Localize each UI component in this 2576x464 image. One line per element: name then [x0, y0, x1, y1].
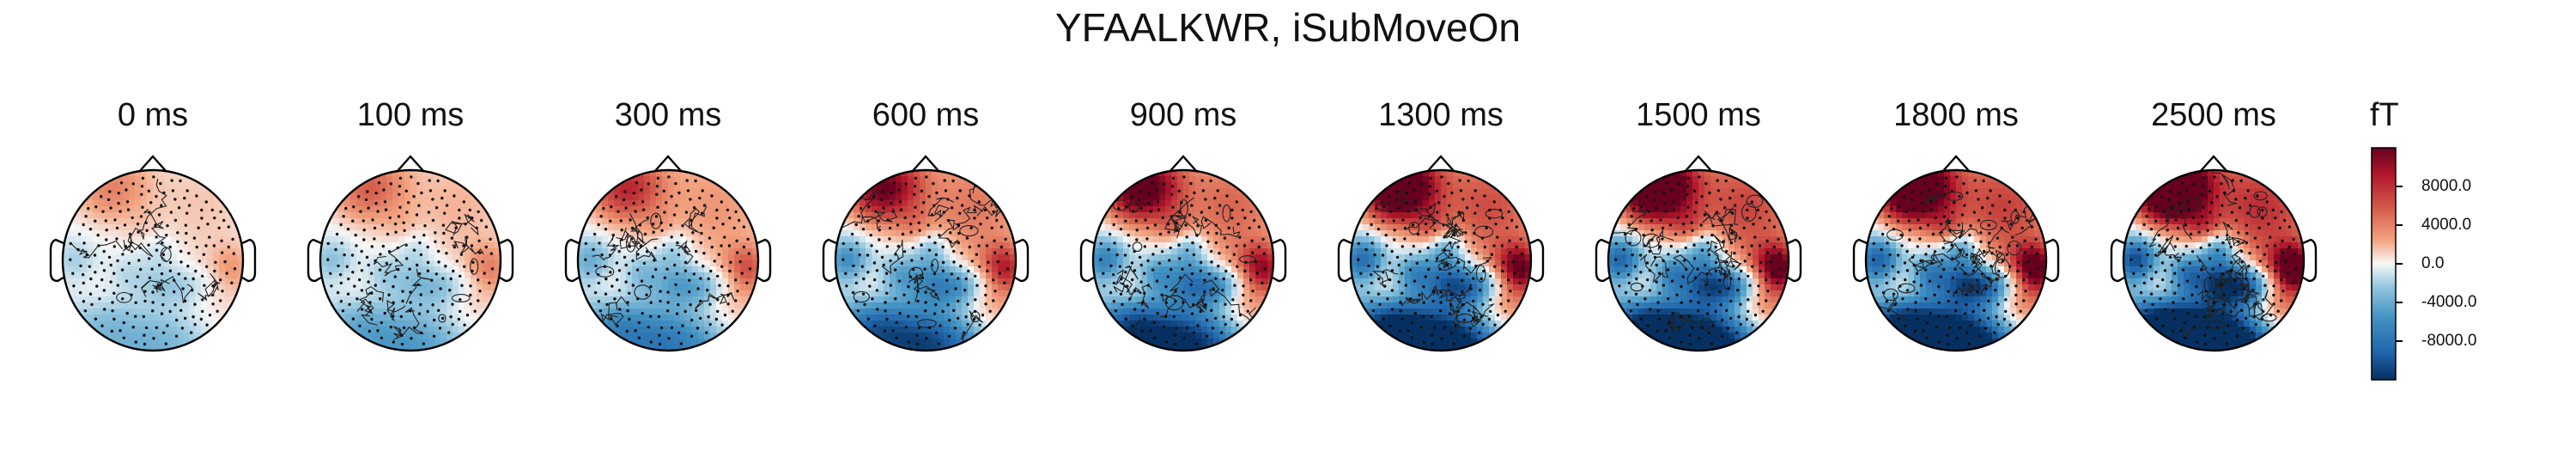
topomap-panel: 1800 ms	[1836, 93, 2076, 368]
nose-icon	[2199, 155, 2228, 173]
left-ear-icon	[564, 238, 580, 283]
topomap-time-label: 100 ms	[356, 97, 465, 133]
sensor-dots	[1872, 175, 2040, 346]
topomap-panel: 1300 ms	[1321, 93, 1561, 368]
right-ear-icon	[2302, 238, 2318, 283]
left-ear-icon	[1337, 238, 1352, 283]
left-ear-icon	[2110, 238, 2125, 283]
topomap-time-label: 2500 ms	[2151, 97, 2276, 133]
sensor-dots	[2129, 175, 2298, 346]
head-outline	[1864, 168, 2048, 352]
head-outline	[2122, 168, 2306, 352]
right-ear-icon	[499, 238, 514, 283]
head-outline	[1607, 168, 1790, 352]
topomap-time-label: 0 ms	[117, 97, 189, 133]
colorbar-tick-label: -4000.0	[2421, 293, 2477, 311]
colorbar-tick-mark	[2396, 340, 2403, 342]
topomap-panel: 900 ms	[1063, 93, 1303, 368]
colorbar-tick-mark	[2396, 263, 2403, 265]
head-outline	[1349, 168, 1533, 352]
colorbar-tick-label: -8000.0	[2421, 332, 2477, 350]
sensor-dots	[1357, 175, 1525, 346]
sensor-dots	[841, 175, 1010, 346]
topomap-head	[1595, 155, 1802, 352]
right-ear-icon	[2044, 238, 2060, 283]
topomap-head	[49, 155, 257, 352]
topomap-panel: 0 ms	[33, 93, 273, 368]
nose-icon	[1426, 155, 1455, 173]
nose-icon	[396, 155, 425, 173]
left-ear-icon	[1595, 238, 1610, 283]
nose-icon	[138, 155, 167, 173]
topomap-contours	[1372, 189, 1504, 328]
head-outline	[319, 168, 502, 352]
topomap-panel: 600 ms	[805, 93, 1046, 368]
nose-icon	[911, 155, 940, 173]
topomap-contours	[592, 206, 735, 326]
chart-title: YFAALKWR, iSubMoveOn	[1055, 5, 1521, 50]
topomap-contours	[1608, 194, 1764, 333]
right-ear-icon	[1787, 238, 1802, 283]
sensor-dots	[69, 175, 237, 346]
topomap-panel: 300 ms	[548, 93, 788, 368]
topomap-time-label: 600 ms	[872, 97, 980, 133]
sensor-dots	[1614, 175, 1783, 346]
colorbar-tick-mark	[2396, 186, 2403, 187]
topomap-head	[564, 155, 772, 352]
right-ear-icon	[1014, 238, 1030, 283]
head-outline	[576, 168, 760, 352]
colorbar: fT 8000.0 4000.0 0.0 -4000.0 -8000.0	[2353, 93, 2490, 385]
nose-icon	[653, 155, 683, 173]
topomap-contours	[2148, 170, 2277, 339]
topomap-panel: 100 ms	[290, 93, 531, 368]
topomap-head	[822, 155, 1030, 352]
colorbar-tick-label: 4000.0	[2421, 216, 2472, 234]
sensor-dots	[584, 175, 752, 346]
topomap-time-label: 300 ms	[614, 97, 722, 133]
topomap-time-label: 1300 ms	[1378, 97, 1504, 133]
head-outline	[1091, 168, 1275, 352]
topomap-time-label: 900 ms	[1129, 97, 1237, 133]
topomap-head	[1852, 155, 2060, 352]
sensor-dots	[326, 175, 495, 346]
left-ear-icon	[49, 238, 64, 283]
right-ear-icon	[1529, 238, 1545, 283]
topomap-panel: 1500 ms	[1578, 93, 1819, 368]
right-ear-icon	[756, 238, 772, 283]
left-ear-icon	[1079, 238, 1095, 283]
colorbar-tick-mark	[2396, 224, 2403, 226]
colorbar-tick-label: 0.0	[2421, 254, 2445, 272]
head-outline	[834, 168, 1018, 352]
right-ear-icon	[241, 238, 257, 283]
topomap-time-label: 1500 ms	[1636, 97, 1761, 133]
topomap-head	[307, 155, 514, 352]
colorbar-tick-label: 8000.0	[2421, 177, 2472, 195]
head-outline	[61, 168, 245, 352]
topomap-head	[1079, 155, 1287, 352]
nose-icon	[1684, 155, 1713, 173]
topomap-head	[2110, 155, 2318, 352]
colorbar-tick-mark	[2396, 302, 2403, 303]
topomap-panel: 2500 ms	[2093, 93, 2334, 368]
right-ear-icon	[1272, 238, 1287, 283]
colorbar-gradient	[2371, 147, 2397, 381]
topomap-time-label: 1800 ms	[1893, 97, 2019, 133]
colorbar-unit-label: fT	[2370, 97, 2399, 133]
nose-icon	[1941, 155, 1971, 173]
left-ear-icon	[822, 238, 837, 283]
sensor-dots	[1099, 175, 1267, 346]
left-ear-icon	[1852, 238, 1868, 283]
topomap-head	[1337, 155, 1545, 352]
topomap-field	[320, 170, 501, 351]
left-ear-icon	[307, 238, 322, 283]
nose-icon	[1169, 155, 1198, 173]
